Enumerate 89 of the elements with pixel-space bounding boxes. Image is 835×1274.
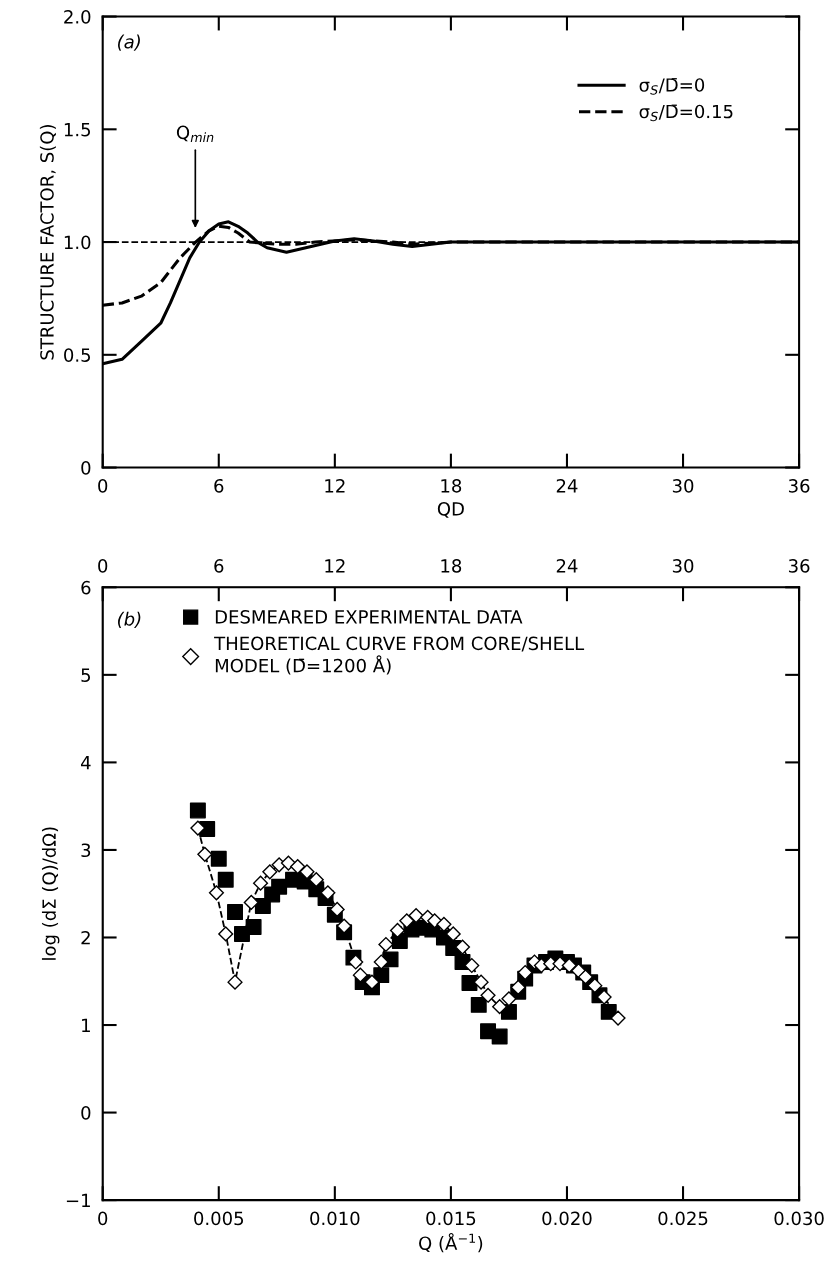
point xyxy=(227,974,243,990)
y-axis-title: log (dΣ (Q)/dΩ) xyxy=(41,827,60,960)
x2-tick-label: 6 xyxy=(214,559,224,573)
point xyxy=(587,978,603,994)
x-tick-label: 0.005 xyxy=(194,1211,244,1226)
point xyxy=(473,974,489,990)
x2-tick-label: 24 xyxy=(556,559,578,573)
x-tick-label: 30 xyxy=(672,478,694,493)
x-axis-title: QD xyxy=(437,502,464,518)
point xyxy=(348,954,364,970)
x-tick-label: 0.010 xyxy=(310,1211,360,1226)
point xyxy=(308,872,324,888)
point xyxy=(197,846,213,862)
point xyxy=(596,989,612,1005)
point xyxy=(373,954,389,970)
point xyxy=(577,969,594,985)
point xyxy=(280,855,296,871)
point xyxy=(470,996,487,1013)
point xyxy=(491,1028,508,1045)
point xyxy=(320,885,336,901)
legend-label: THEORETICAL CURVE FROM CORE/SHELL MODEL (D̄=1200 Å) xyxy=(214,636,585,675)
x-tick-label: 0.015 xyxy=(426,1211,476,1226)
x2-tick-label: 18 xyxy=(441,559,462,573)
point xyxy=(408,908,424,924)
annotation: (b) xyxy=(118,611,141,628)
x2-tick-label: 12 xyxy=(325,559,345,573)
x-tick-label: 0.025 xyxy=(658,1211,708,1226)
point xyxy=(217,871,234,888)
point xyxy=(610,1010,626,1026)
x-tick-label: 6 xyxy=(214,478,224,493)
x-axis-title: Q (Å$^{−1}$) xyxy=(419,1233,483,1253)
y-tick-label: 1.5 xyxy=(64,123,91,137)
point xyxy=(364,974,380,990)
y-tick-label: 6 xyxy=(81,580,91,595)
x-tick-label: 18 xyxy=(441,478,462,493)
x2-tick-label: 30 xyxy=(672,559,694,573)
x-tick-label: 0 xyxy=(98,1211,108,1226)
y-tick-label: 3 xyxy=(81,843,91,858)
x-tick-label: 12 xyxy=(325,478,345,493)
x2-tick-label: 36 xyxy=(788,559,810,573)
legend-label: DESMEARED EXPERIMENTAL DATA xyxy=(215,610,523,624)
x-tick-label: 0.020 xyxy=(542,1211,592,1226)
point xyxy=(378,936,394,953)
point xyxy=(245,918,262,935)
point xyxy=(480,987,496,1003)
x-tick-label: 0.030 xyxy=(774,1211,824,1226)
annotation: Q$_{min}$ xyxy=(176,125,214,142)
y-tick-label: 0 xyxy=(81,1106,91,1120)
point xyxy=(218,926,234,942)
x-tick-label: 0 xyxy=(98,478,108,493)
point xyxy=(189,802,206,819)
annotation: (a) xyxy=(118,34,140,51)
y-tick-label: −1 xyxy=(66,1193,90,1207)
point xyxy=(399,913,415,929)
y-tick-label: 0 xyxy=(81,461,91,475)
point xyxy=(454,939,471,955)
legend-label: σ$_{S}$/D̄=0.15 xyxy=(639,104,733,122)
y-tick-label: 5 xyxy=(81,668,91,682)
point xyxy=(352,967,368,983)
y-axis-title: STRUCTURE FACTOR, S(Q) xyxy=(39,125,56,360)
point xyxy=(262,864,278,880)
point xyxy=(336,918,352,934)
y-tick-label: 4 xyxy=(80,756,91,770)
point xyxy=(517,964,533,981)
y-tick-label: 1 xyxy=(82,1018,90,1032)
point xyxy=(271,878,288,895)
point xyxy=(210,850,227,867)
x2-tick-label: 0 xyxy=(98,559,108,573)
point xyxy=(243,894,259,911)
point xyxy=(501,991,517,1007)
point xyxy=(208,885,225,901)
point xyxy=(510,979,526,995)
x-tick-label: 36 xyxy=(788,478,810,493)
point xyxy=(492,999,508,1015)
y-tick-label: 0.5 xyxy=(64,348,91,362)
point xyxy=(461,975,478,991)
y-tick-label: 2 xyxy=(81,930,90,945)
point xyxy=(299,864,315,880)
legend-label: σ$_{S}$/D̄=0 xyxy=(639,78,705,95)
point xyxy=(445,926,461,942)
y-tick-label: 1.0 xyxy=(64,235,91,250)
point xyxy=(436,916,452,932)
point xyxy=(252,875,269,891)
y-tick-label: 2.0 xyxy=(64,10,91,24)
point xyxy=(227,904,243,921)
point xyxy=(190,820,206,836)
point xyxy=(464,957,480,974)
point xyxy=(561,957,577,974)
x-tick-label: 24 xyxy=(556,478,578,493)
